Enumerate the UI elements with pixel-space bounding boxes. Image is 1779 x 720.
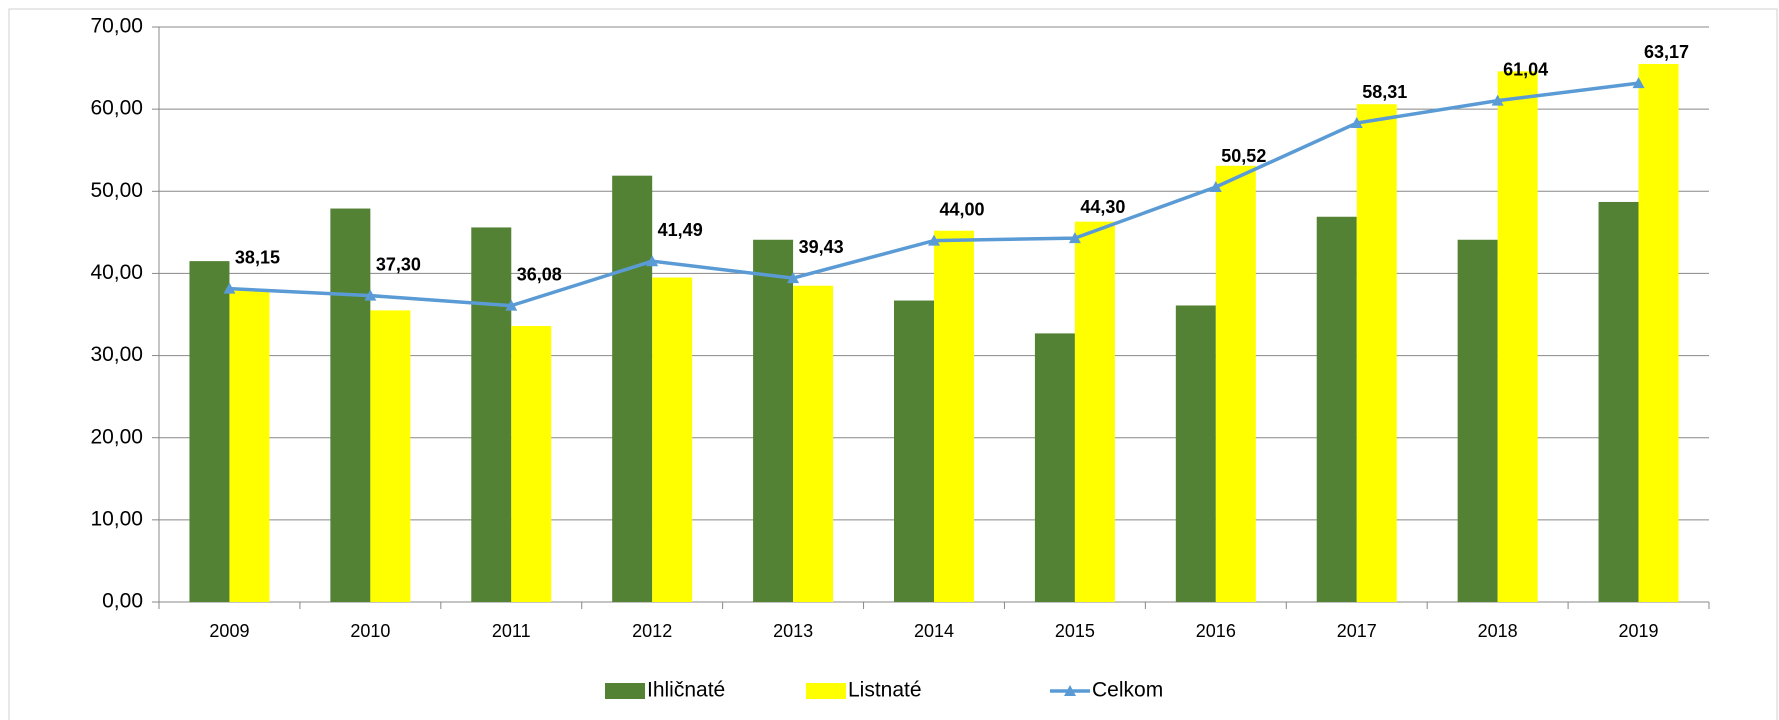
- y-tick-label: 60,00: [90, 97, 143, 120]
- y-tick-label: 20,00: [90, 425, 143, 448]
- x-tick-label: 2019: [1619, 621, 1659, 641]
- bar: [1215, 165, 1256, 603]
- data-label: 38,15: [235, 247, 280, 267]
- data-label: 44,00: [939, 199, 984, 219]
- data-label: 58,31: [1362, 82, 1407, 102]
- bar: [1356, 104, 1397, 602]
- line-marker: [1068, 232, 1081, 244]
- y-tick-label: 40,00: [90, 261, 143, 284]
- line-marker: [223, 282, 236, 294]
- y-tick-label: 50,00: [90, 179, 143, 202]
- bar: [793, 285, 834, 602]
- data-label: 41,49: [658, 220, 703, 240]
- data-label: 37,30: [376, 254, 421, 274]
- bar: [1497, 71, 1538, 603]
- line-marker: [1209, 181, 1222, 193]
- line-marker: [787, 272, 800, 284]
- x-tick-label: 2014: [914, 621, 954, 641]
- line-marker: [646, 255, 659, 267]
- bar: [1175, 305, 1216, 602]
- x-tick-label: 2010: [350, 621, 390, 641]
- line-marker: [364, 289, 377, 301]
- line-marker: [1632, 77, 1645, 89]
- bar: [511, 326, 552, 602]
- bar: [1598, 201, 1639, 602]
- line-marker: [1350, 117, 1363, 129]
- data-label: 44,30: [1080, 197, 1125, 217]
- bar: [1316, 216, 1357, 602]
- x-tick-label: 2011: [492, 621, 531, 641]
- bar: [753, 239, 794, 602]
- data-label: 61,04: [1503, 59, 1548, 79]
- bar: [934, 230, 974, 602]
- x-tick-label: 2012: [632, 621, 672, 641]
- data-label: 63,17: [1644, 42, 1689, 62]
- x-tick-label: 2015: [1055, 621, 1095, 641]
- bar: [1457, 239, 1498, 602]
- y-tick-label: 30,00: [90, 343, 143, 366]
- y-tick-label: 10,00: [90, 507, 143, 530]
- x-tick-label: 2017: [1337, 621, 1377, 641]
- y-tick-label: 0,00: [102, 590, 143, 613]
- legend-swatch: [605, 683, 645, 699]
- x-tick-label: 2018: [1478, 621, 1518, 641]
- x-tick-label: 2013: [773, 621, 813, 641]
- bar: [370, 310, 411, 602]
- legend-label: Ihličnaté: [647, 679, 725, 702]
- bar: [1074, 221, 1115, 602]
- line-marker: [1491, 94, 1504, 106]
- legend-marker: [1064, 685, 1076, 696]
- bar: [229, 290, 270, 602]
- y-tick-label: 70,00: [90, 15, 143, 38]
- x-tick-label: 2009: [209, 621, 249, 641]
- line-marker: [928, 234, 940, 246]
- line-marker: [505, 299, 518, 311]
- bar: [652, 277, 693, 602]
- data-label: 39,43: [799, 237, 844, 257]
- bar: [330, 208, 371, 603]
- legend-label: Listnaté: [848, 679, 922, 702]
- data-label: 36,08: [517, 264, 562, 284]
- x-tick-label: 2016: [1196, 621, 1236, 641]
- bar: [189, 261, 230, 602]
- legend-swatch: [806, 683, 846, 699]
- bar: [1034, 333, 1075, 602]
- legend-label: Celkom: [1092, 679, 1163, 702]
- bar: [612, 175, 653, 602]
- data-label: 50,52: [1221, 146, 1266, 166]
- bar: [894, 300, 934, 602]
- bar: [1638, 63, 1679, 602]
- bar: [471, 227, 512, 602]
